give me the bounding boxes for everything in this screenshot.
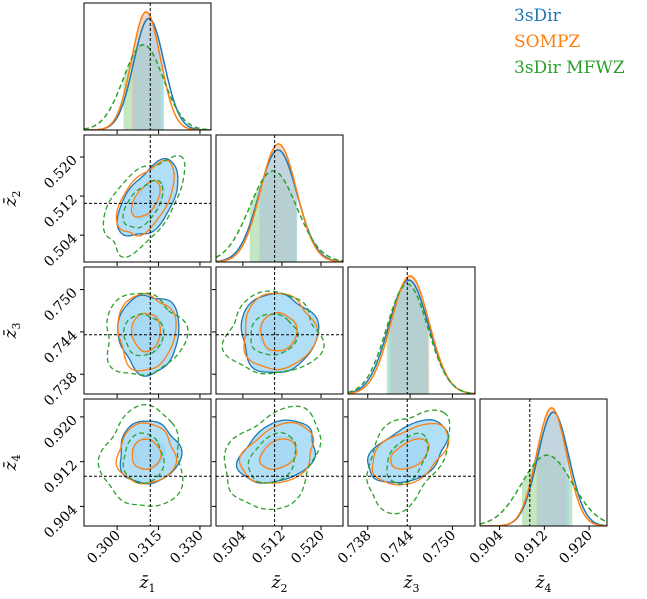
marginal-sompz-1 [84, 11, 211, 130]
x-tick-label: 0.330 [167, 528, 207, 568]
x-tick-label: 0.738 [335, 528, 375, 568]
legend-entry-sompz: SOMPZ [514, 32, 580, 52]
contour-sompz [115, 159, 175, 237]
x-axis-label-2: z̄2 [271, 573, 288, 595]
marginal-3sdir-2 [216, 149, 343, 262]
x-tick-label: 0.315 [126, 528, 166, 568]
panel-3-3 [347, 266, 476, 398]
contour-sompz [259, 438, 297, 470]
x-tick-label: 0.920 [556, 528, 596, 568]
panel-4-4: 0.904 0.912 0.920 [467, 398, 608, 568]
panel-frame [83, 398, 212, 527]
contour-3sdir-mfwz [386, 432, 429, 485]
y-tick-label: 0.504 [41, 231, 81, 271]
panel-frame [347, 266, 476, 395]
y-tick-label: 0.904 [41, 502, 81, 542]
band-3sdir-4 [537, 412, 569, 526]
legend: 3sDir SOMPZ 3sDir MFWZ [514, 6, 625, 78]
x-tick-label: 0.512 [249, 528, 289, 568]
y-tick-label: 0.912 [41, 457, 81, 497]
y-tick-label: 0.520 [41, 152, 81, 192]
y-axis-label-3: z̄3 [1, 323, 23, 340]
panel-frame [83, 2, 212, 131]
y-tick-label: 0.744 [41, 327, 81, 367]
contour-3sdir [119, 420, 183, 485]
x-tick-label: 0.912 [512, 528, 552, 568]
legend-entry-3sdir: 3sDir [514, 6, 562, 26]
y-tick-label: 0.512 [41, 192, 81, 232]
x-axis-label-4: z̄4 [535, 573, 552, 595]
contour-fill [241, 293, 319, 373]
x-tick-label: 0.904 [467, 527, 507, 567]
y-tick-label: 0.750 [41, 285, 81, 325]
contour-sompz [243, 292, 319, 371]
x-axis-label-3: z̄3 [403, 573, 420, 595]
contour-fill [367, 419, 449, 483]
marginal-3sdir-mfwz-1 [84, 43, 211, 130]
contour-3sdir-mfwz [122, 179, 164, 229]
band-3sdir-2 [258, 149, 298, 262]
panel-frame [83, 266, 212, 395]
contour-3sdir-mfwz [97, 404, 184, 507]
panel-frame [347, 398, 476, 527]
contour-3sdir [117, 294, 180, 377]
contour-3sdir-mfwz [221, 290, 325, 375]
contour-3sdir-mfwz [223, 405, 322, 511]
panel-4-2: 0.504 0.512 0.520 [210, 398, 344, 568]
contour-sompz [260, 312, 298, 352]
marginal-3sdir-mfwz-3 [348, 283, 475, 394]
contour-3sdir-mfwz [122, 432, 165, 485]
x-tick-label: 0.504 [210, 527, 250, 567]
y-axis-labels: z̄2 z̄3 z̄4 [1, 191, 23, 472]
y-axis-label-2: z̄2 [1, 191, 23, 208]
contour-3sdir-mfwz [106, 292, 189, 376]
y-tick-label: 0.738 [41, 370, 81, 410]
legend-entry-3sdir-mfwz: 3sDir MFWZ [514, 58, 625, 78]
panel-frame [479, 398, 608, 527]
y-tick-label: 0.920 [41, 412, 81, 452]
panel-3-2 [212, 266, 344, 398]
band-3sdir-3 [388, 280, 429, 394]
contour-sompz [371, 422, 450, 486]
marginal-3sdir-mfwz-2 [216, 170, 343, 262]
panel-4-3: 0.738 0.744 0.750 [335, 398, 476, 568]
contour-3sdir-mfwz [247, 432, 297, 484]
contour-sompz [131, 438, 162, 471]
panel-frame [215, 266, 344, 395]
panel-1-1 [83, 2, 212, 134]
x-axis-label-1: z̄1 [139, 573, 156, 595]
contour-fill [117, 295, 179, 377]
contour-fill [117, 158, 178, 236]
marginal-3sdir-mfwz-4 [480, 454, 607, 525]
band-3sdir-1 [133, 18, 165, 130]
contour-sompz [117, 292, 177, 372]
panel-2-2 [215, 134, 344, 266]
contour-3sdir-mfwz [250, 313, 299, 356]
contour-3sdir-mfwz [122, 313, 165, 357]
x-tick-label: 0.300 [84, 528, 124, 568]
panel-frame [83, 134, 212, 263]
panel-4-1: 0.300 0.315 0.330 0.904 0.912 0.920 [41, 398, 212, 568]
contour-3sdir [235, 419, 317, 484]
panel-frame [215, 134, 344, 263]
x-tick-label: 0.520 [288, 528, 328, 568]
contour-3sdir-mfwz [366, 409, 451, 515]
marginal-sompz-2 [216, 143, 343, 262]
x-tick-label: 0.744 [377, 527, 417, 567]
x-tick-label: 0.750 [420, 528, 460, 568]
panel-frame [215, 398, 344, 527]
contour-3sdir [116, 157, 179, 237]
contour-fill [120, 421, 182, 484]
x-axis-labels: z̄1 z̄2 z̄3 z̄4 [139, 573, 552, 595]
y-axis-label-4: z̄4 [1, 455, 23, 472]
